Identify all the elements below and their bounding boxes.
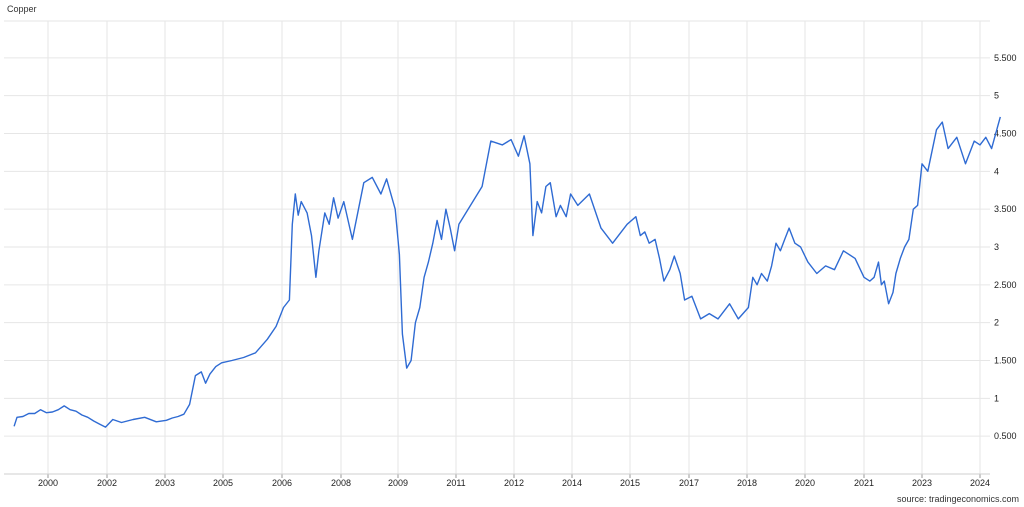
y-tick-label: 4.500 [994, 129, 1017, 139]
chart-title: Copper [7, 4, 37, 14]
x-tick-label: 2000 [38, 478, 58, 488]
x-tick-label: 2023 [912, 478, 932, 488]
x-tick-label: 2021 [854, 478, 874, 488]
x-tick-label: 2015 [620, 478, 640, 488]
x-tick-label: 2008 [331, 478, 351, 488]
x-tick-label: 2017 [679, 478, 699, 488]
x-tick-label: 2011 [446, 478, 465, 488]
y-tick-label: 4 [994, 166, 999, 176]
source-label: source: tradingeconomics.com [896, 494, 1019, 504]
x-tick-label: 2014 [562, 478, 582, 488]
y-tick-label: 5.500 [994, 53, 1017, 63]
x-tick-label: 2003 [155, 478, 175, 488]
y-tick-label: 1 [994, 393, 999, 403]
y-tick-label: 2.500 [994, 280, 1017, 290]
y-tick-label: 3.500 [994, 204, 1017, 214]
x-tick-label: 2005 [213, 478, 233, 488]
x-tick-label: 2020 [795, 478, 815, 488]
x-tick-label: 2006 [272, 478, 292, 488]
x-tick-label: 2009 [388, 478, 408, 488]
x-tick-label: 2012 [504, 478, 524, 488]
x-tick-label: 2002 [97, 478, 117, 488]
x-tick-label: 2018 [737, 478, 757, 488]
y-tick-label: 3 [994, 242, 999, 252]
x-tick-label: 2024 [970, 478, 990, 488]
y-tick-label: 0.500 [994, 431, 1017, 441]
y-tick-label: 1.500 [994, 356, 1017, 366]
y-tick-label: 2 [994, 318, 999, 328]
y-tick-label: 5 [994, 91, 999, 101]
series-line-copper [13, 116, 1001, 428]
